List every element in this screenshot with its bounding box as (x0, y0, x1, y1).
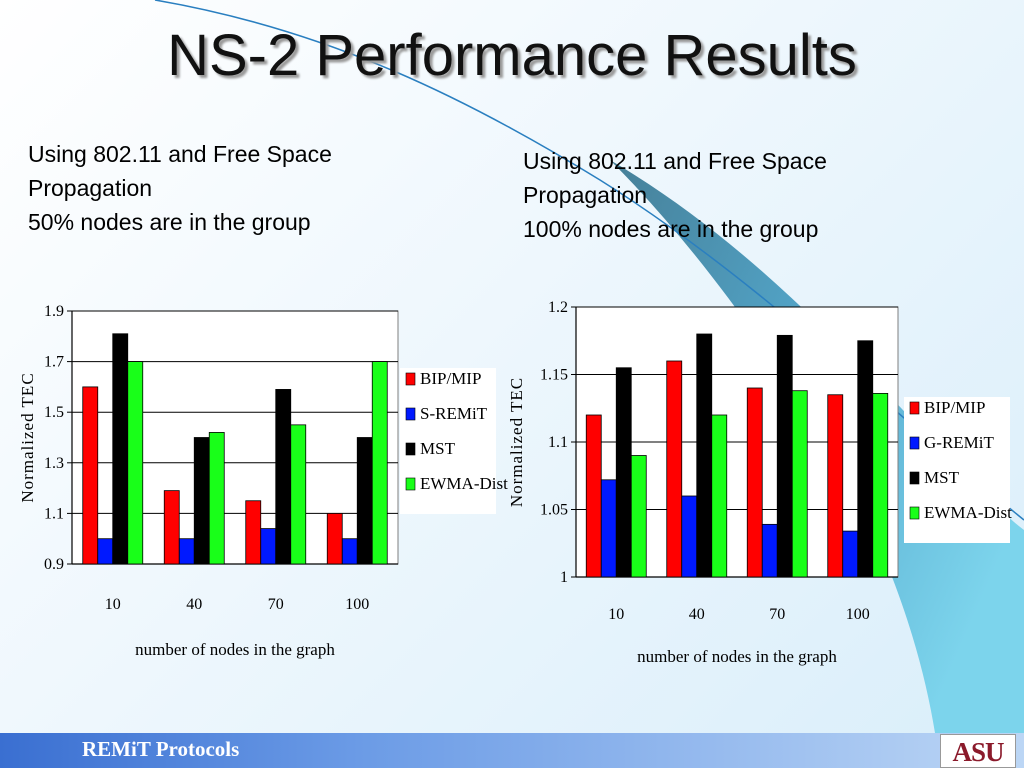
y-tick-label: 1.15 (540, 367, 568, 384)
legend-swatch (909, 506, 920, 520)
x-axis-title: number of nodes in the graph (135, 640, 335, 659)
legend-swatch (909, 471, 920, 485)
bar-ewma-dist (872, 392, 889, 578)
x-tick-label: 40 (186, 596, 202, 613)
bar-ewma-dist (791, 390, 808, 578)
x-tick-label: 40 (689, 606, 705, 623)
bar-mst (615, 367, 632, 578)
legend-swatch (909, 436, 920, 450)
bar-g-remit (761, 523, 778, 578)
right-desc-line: 100% nodes are in the group (523, 216, 819, 242)
bar-ewma-dist (127, 361, 144, 565)
legend-swatch (405, 407, 416, 421)
y-tick-label: 1.3 (44, 455, 64, 472)
bar-mst (857, 340, 874, 578)
x-tick-label: 100 (345, 596, 369, 613)
right-description: Using 802.11 and Free Space Propagation … (523, 144, 827, 246)
footer-label: REMiT Protocols (82, 737, 240, 761)
legend-swatch (405, 477, 416, 491)
slide-title: NS-2 Performance Results (167, 23, 857, 88)
bar-bip-mip (827, 394, 844, 578)
bar-bip-mip (666, 360, 683, 578)
legend-swatch (405, 372, 416, 386)
bar-ewma-dist (290, 424, 307, 565)
y-axis-title: Normalized TEC (18, 372, 37, 502)
y-tick-label: 1.05 (540, 502, 568, 519)
x-tick-label: 70 (769, 606, 785, 623)
x-tick-label: 10 (608, 606, 624, 623)
legend-box (400, 368, 496, 514)
asu-logo: ASU (940, 734, 1016, 768)
bar-g-remit (600, 479, 617, 578)
swoosh-curve (154, 0, 1024, 521)
legend-label: EWMA-Dist (924, 503, 1012, 522)
bar-bip-mip (82, 386, 99, 565)
x-tick-label: 70 (268, 596, 284, 613)
bar-mst (776, 334, 793, 578)
bar-ewma-dist (711, 414, 728, 578)
bar-ewma-dist (630, 455, 647, 578)
bar-bip-mip (163, 490, 180, 565)
y-tick-label: 1.1 (44, 505, 64, 522)
legend-label: S-REMiT (420, 404, 488, 423)
legend-label: BIP/MIP (924, 398, 985, 417)
x-tick-label: 10 (105, 596, 121, 613)
bar-ewma-dist (208, 432, 225, 565)
left-desc-line: 50% nodes are in the group (28, 209, 311, 235)
footer-bar (0, 733, 1024, 768)
x-axis-title: number of nodes in the graph (637, 647, 837, 666)
left-description: Using 802.11 and Free Space Propagation … (28, 137, 332, 239)
bar-bip-mip (746, 387, 763, 578)
y-tick-label: 0.9 (44, 556, 64, 573)
legend-box (904, 397, 1010, 543)
y-tick-label: 1 (560, 569, 568, 586)
bar-mst (696, 333, 713, 578)
left-desc-line: Using 802.11 and Free Space (28, 141, 332, 167)
legend-label: MST (420, 439, 456, 458)
bar-ewma-dist (371, 361, 388, 565)
legend-label: BIP/MIP (420, 369, 481, 388)
bar-g-remit (842, 530, 859, 578)
legend-label: G-REMiT (924, 433, 995, 452)
right-desc-line: Using 802.11 and Free Space (523, 148, 827, 174)
right-desc-line: Propagation (523, 182, 648, 208)
legend-label: EWMA-Dist (420, 474, 508, 493)
legend-label: MST (924, 468, 960, 487)
y-tick-label: 1.2 (548, 299, 568, 316)
legend-swatch (405, 442, 416, 456)
x-tick-label: 100 (846, 606, 870, 623)
left-desc-line: Propagation (28, 175, 153, 201)
y-tick-label: 1.9 (44, 303, 64, 320)
y-axis-title: Normalized TEC (507, 377, 526, 507)
bar-g-remit (681, 495, 698, 578)
swoosh-shape (610, 160, 1024, 733)
y-tick-label: 1.7 (44, 354, 64, 371)
bar-bip-mip (585, 414, 602, 578)
y-tick-label: 1.1 (548, 434, 568, 451)
y-tick-label: 1.5 (44, 404, 64, 421)
legend-swatch (909, 401, 920, 415)
